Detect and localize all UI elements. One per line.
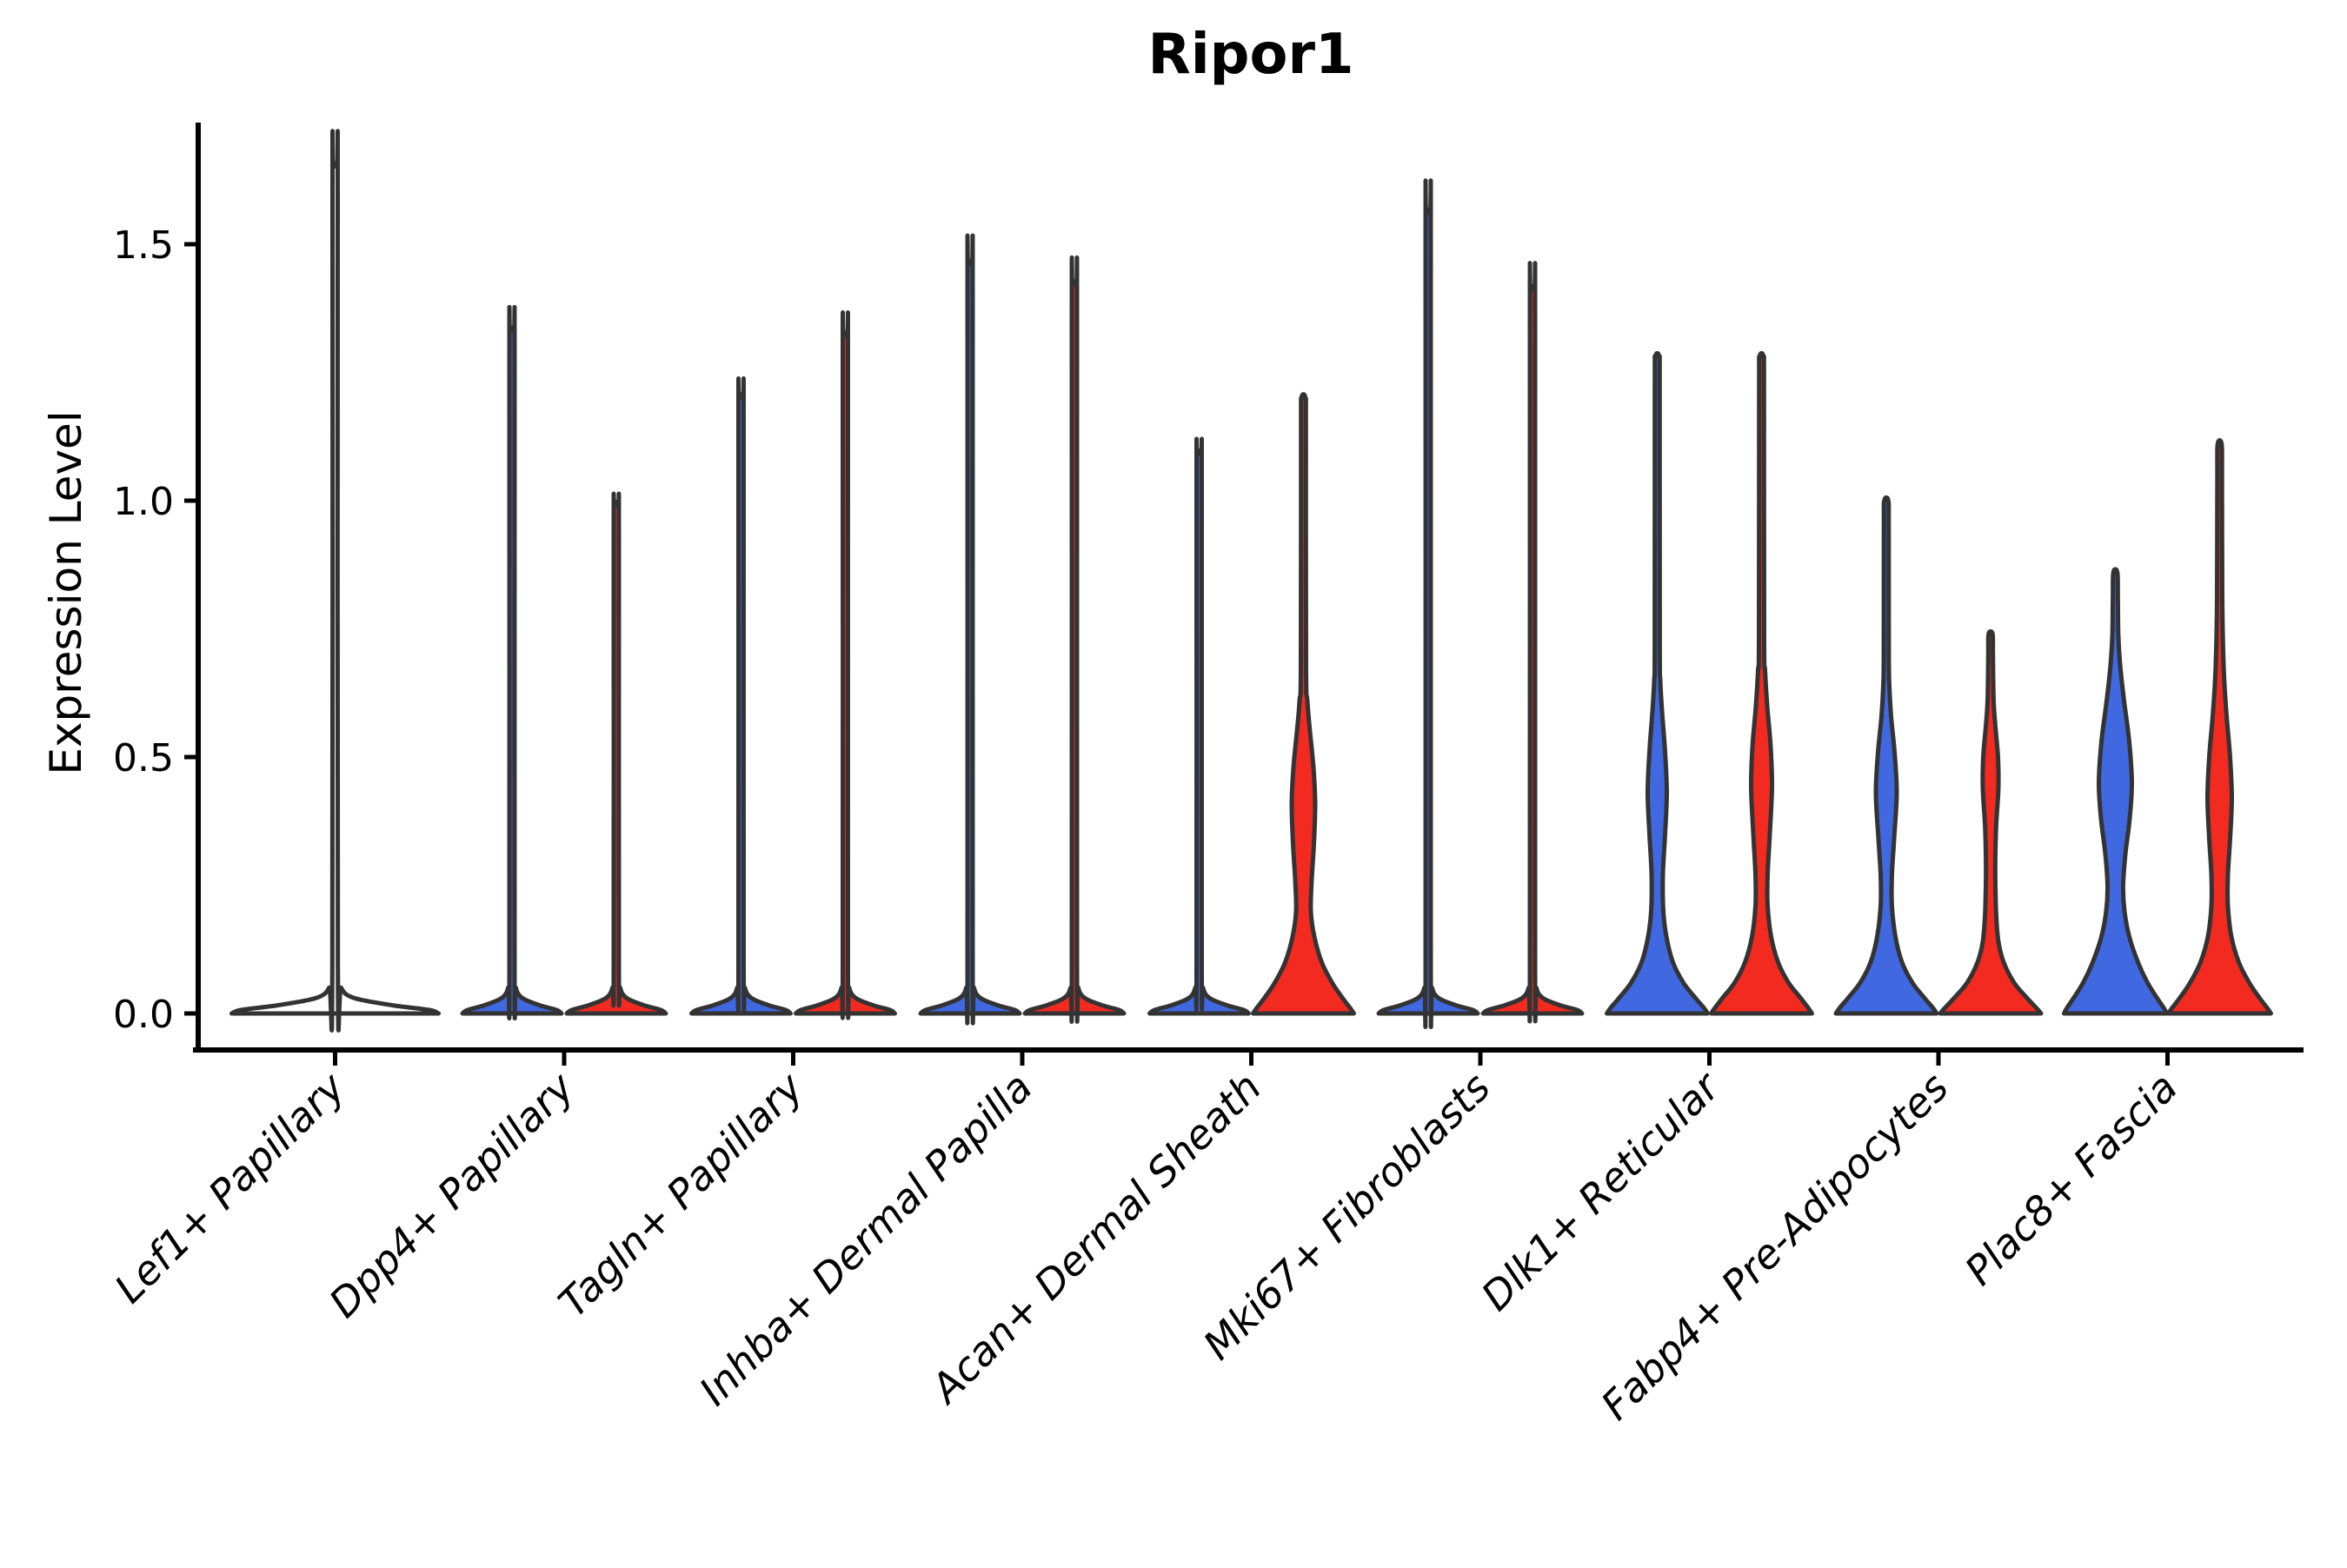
violin-6-blue — [1605, 350, 1710, 1016]
y-tick-label: 0.0 — [113, 993, 174, 1037]
y-axis-label: Expression Level — [41, 410, 91, 775]
violin-6-red — [1709, 350, 1814, 1016]
violin-0-single — [229, 129, 441, 1033]
y-tick-label: 1.5 — [113, 223, 174, 268]
violin-5-blue — [1376, 178, 1480, 1029]
y-tick-label: 1.0 — [113, 480, 174, 524]
violin-5-red — [1480, 261, 1585, 1024]
x-tick-label-1: Lef1+ Papillary — [105, 1063, 354, 1312]
violin-1-red — [564, 491, 668, 1016]
violin-2-red — [794, 310, 897, 1020]
violin-7-blue — [1833, 495, 1939, 1016]
x-tick-label-9: Plac8+ Fascia — [1956, 1064, 2186, 1294]
violin-1-blue — [460, 304, 564, 1021]
violin-8-red — [2166, 438, 2273, 1016]
violin-3-blue — [918, 233, 1022, 1026]
x-tick-label-3: Tagln+ Papillary — [549, 1063, 813, 1326]
violin-3-red — [1022, 255, 1127, 1024]
x-tick-label-7: Dlk1+ Reticular — [1473, 1061, 1731, 1319]
y-tick-label: 0.5 — [113, 736, 174, 781]
violin-4-blue — [1147, 436, 1251, 1016]
violin-7-red — [1938, 629, 2044, 1016]
violin-2-blue — [689, 376, 793, 1016]
violin-8-blue — [2062, 567, 2169, 1016]
violin-4-red — [1251, 392, 1356, 1016]
x-tick-label-2: Dpp4+ Papillary — [320, 1063, 583, 1326]
chart-title: Ripor1 — [1147, 23, 1354, 87]
